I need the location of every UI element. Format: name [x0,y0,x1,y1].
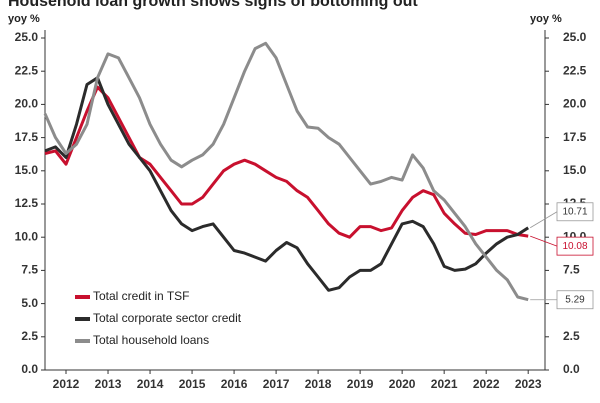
y2-tick-label: 2.5 [563,329,580,343]
y-tick-label: 17.5 [15,130,39,144]
y2-tick-label: 20.0 [563,97,587,111]
x-tick-label: 2017 [263,377,290,391]
x-tick-label: 2021 [431,377,458,391]
series-line [44,76,530,292]
y-tick-label: 15.0 [15,163,39,177]
y2-tick-label: 25.0 [563,30,587,44]
end-label-box [556,202,594,222]
x-tick-label: 2020 [389,377,416,391]
y-tick-label: 22.5 [15,63,39,77]
chart-title: Household loan growth shows signs of bot… [8,0,418,10]
y-tick-label: 10.0 [15,229,39,243]
end-label: 10.71 [562,206,587,217]
y2-axis-label: yoy % [530,13,562,25]
y2-tick-label: 22.5 [563,63,587,77]
y-tick-label: 12.5 [15,196,39,210]
legend-label: Total household loans [93,333,209,347]
x-tick-label: 2013 [95,377,122,391]
legend-label: Total credit in TSF [93,289,189,303]
x-tick-label: 2012 [53,377,80,391]
series-line [44,85,529,239]
end-label-box [556,290,594,310]
x-tick-label: 2015 [179,377,206,391]
y-tick-label: 7.5 [21,263,38,277]
x-tick-label: 2023 [515,377,542,391]
x-tick-label: 2019 [347,377,374,391]
x-tick-label: 2014 [137,377,164,391]
x-tick-label: 2018 [305,377,332,391]
y-tick-label: 0.0 [21,362,38,376]
y2-tick-label: 7.5 [563,263,580,277]
end-label: 5.29 [565,294,585,305]
y-tick-label: 5.0 [21,296,38,310]
end-connector [530,235,558,247]
end-connector [529,211,558,229]
y2-tick-label: 17.5 [563,130,587,144]
legend-label: Total corporate sector credit [93,311,242,325]
x-tick-label: 2016 [221,377,248,391]
y-tick-label: 25.0 [15,30,39,44]
end-label-box [556,236,594,256]
end-label: 10.08 [562,241,587,252]
y-tick-label: 20.0 [15,97,39,111]
y2-tick-label: 0.0 [563,362,580,376]
y-axis-label: yoy % [8,13,40,25]
y-tick-label: 2.5 [21,329,38,343]
y2-tick-label: 15.0 [563,163,587,177]
x-tick-label: 2022 [473,377,500,391]
series-line [43,41,529,302]
